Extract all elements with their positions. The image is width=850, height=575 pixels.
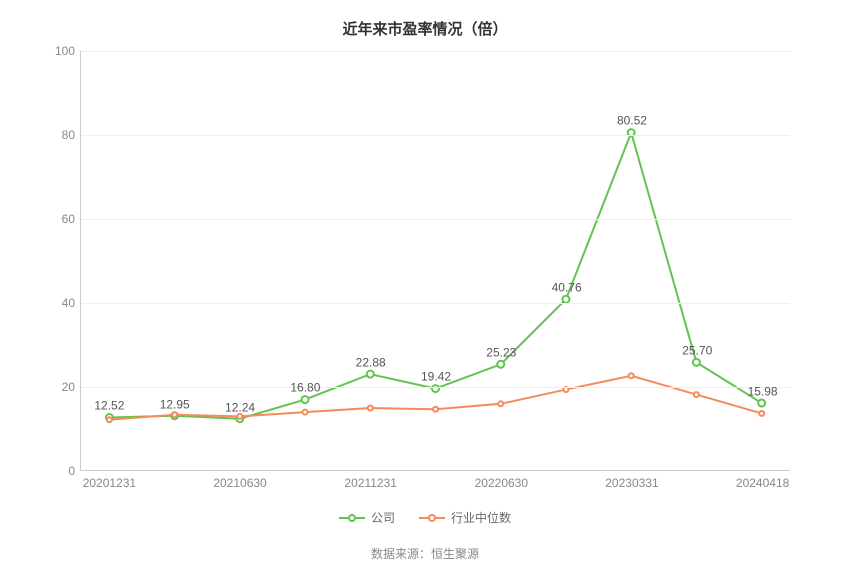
x-tick-label: 20240418 bbox=[736, 476, 789, 490]
series-marker bbox=[303, 410, 308, 415]
chart-container: 近年来市盈率情况（倍） 0204060801002020123120210630… bbox=[0, 0, 850, 575]
series-marker bbox=[497, 361, 504, 368]
y-tick-label: 0 bbox=[43, 464, 75, 478]
y-tick-label: 20 bbox=[43, 380, 75, 394]
x-tick-label: 20220630 bbox=[475, 476, 528, 490]
legend: 公司 行业中位数 bbox=[20, 509, 830, 527]
plot-area: 0204060801002020123120210630202112312022… bbox=[80, 51, 790, 471]
point-label: 25.70 bbox=[682, 343, 712, 357]
y-gridline bbox=[81, 135, 790, 136]
point-label: 25.23 bbox=[486, 345, 516, 359]
legend-marker bbox=[339, 512, 365, 524]
x-tick-label: 20201231 bbox=[83, 476, 136, 490]
data-source-text: 数据来源：恒生聚源 bbox=[20, 545, 830, 562]
series-marker bbox=[367, 371, 374, 378]
y-gridline bbox=[81, 387, 790, 388]
series-marker bbox=[693, 359, 700, 366]
legend-label: 公司 bbox=[371, 509, 395, 526]
series-marker bbox=[562, 296, 569, 303]
series-marker bbox=[368, 405, 373, 410]
x-tick-label: 20210630 bbox=[213, 476, 266, 490]
series-marker bbox=[694, 392, 699, 397]
y-tick-label: 60 bbox=[43, 212, 75, 226]
y-gridline bbox=[81, 303, 790, 304]
x-tick-label: 20211231 bbox=[344, 476, 397, 490]
y-gridline bbox=[81, 219, 790, 220]
point-label: 15.98 bbox=[748, 384, 778, 398]
point-label: 12.24 bbox=[225, 400, 255, 414]
point-label: 40.76 bbox=[552, 280, 582, 294]
series-marker bbox=[302, 396, 309, 403]
series-marker bbox=[107, 417, 112, 422]
point-label: 12.52 bbox=[94, 399, 124, 413]
series-marker bbox=[759, 411, 764, 416]
series-marker bbox=[172, 412, 177, 417]
point-label: 22.88 bbox=[356, 355, 386, 369]
series-marker bbox=[758, 400, 765, 407]
legend-marker bbox=[419, 512, 445, 524]
series-marker bbox=[237, 414, 242, 419]
legend-label: 行业中位数 bbox=[451, 509, 511, 526]
point-label: 16.80 bbox=[290, 381, 320, 395]
x-tick-label: 20230331 bbox=[605, 476, 658, 490]
series-marker bbox=[629, 373, 634, 378]
point-label: 19.42 bbox=[421, 370, 451, 384]
point-label: 12.95 bbox=[160, 397, 190, 411]
legend-item[interactable]: 行业中位数 bbox=[419, 509, 511, 526]
legend-item[interactable]: 公司 bbox=[339, 509, 395, 526]
y-tick-label: 40 bbox=[43, 296, 75, 310]
point-label: 80.52 bbox=[617, 113, 647, 127]
y-tick-label: 80 bbox=[43, 128, 75, 142]
y-gridline bbox=[81, 51, 790, 52]
series-marker bbox=[498, 401, 503, 406]
chart-title: 近年来市盈率情况（倍） bbox=[20, 18, 830, 39]
y-tick-label: 100 bbox=[43, 44, 75, 58]
series-marker bbox=[433, 407, 438, 412]
